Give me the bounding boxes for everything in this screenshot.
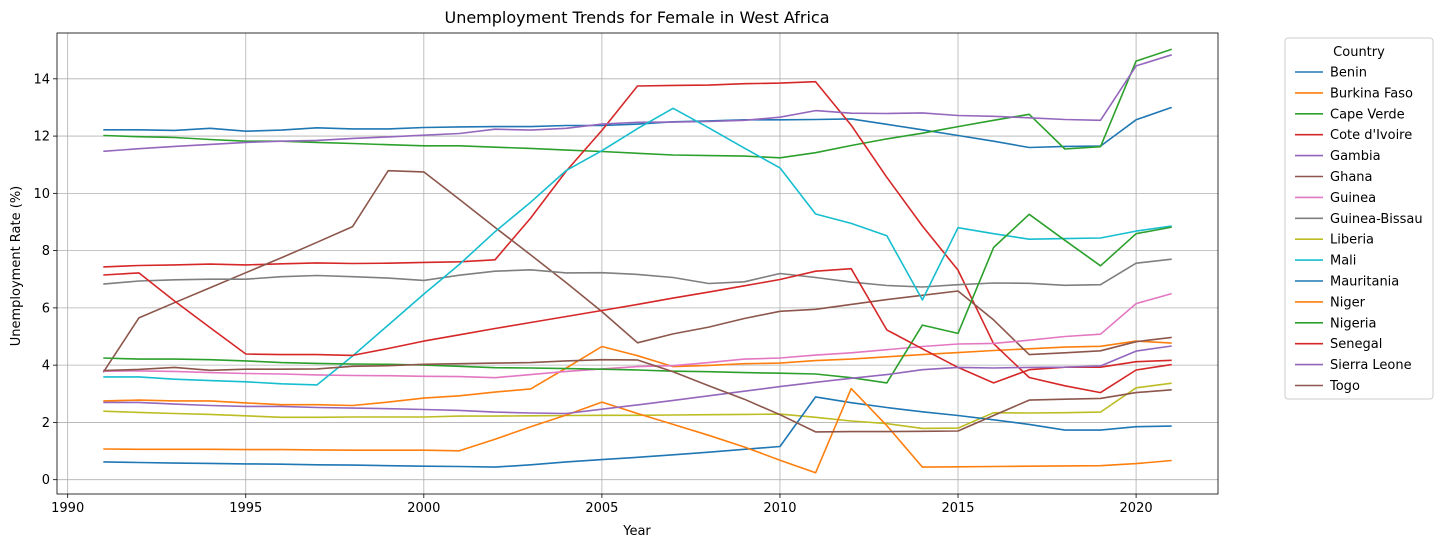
legend-label: Guinea-Bissau — [1330, 212, 1423, 227]
grid — [57, 33, 1218, 494]
series-line-gambia — [103, 54, 1172, 153]
x-tick-label: 2005 — [585, 501, 618, 516]
legend-entry: Mauritania — [1295, 275, 1399, 290]
series-line-ghana — [102, 169, 1172, 373]
legend-label: Ghana — [1330, 170, 1373, 185]
x-tick-label: 1995 — [229, 501, 262, 516]
legend-label: Senegal — [1330, 337, 1382, 352]
y-tick-label: 12 — [33, 130, 50, 145]
legend-entry: Senegal — [1295, 337, 1382, 352]
legend-label: Mali — [1330, 254, 1356, 269]
legend-items: Benin Burkina Faso Cape Verde Cote d'Ivoire… — [1295, 66, 1423, 394]
legend-label: Togo — [1329, 379, 1360, 394]
x-tick-label: 2020 — [1120, 501, 1153, 516]
legend-entry: Liberia — [1295, 233, 1374, 248]
legend-entry: Sierra Leone — [1295, 358, 1412, 373]
legend-entry: Guinea-Bissau — [1295, 212, 1423, 227]
y-tick-label: 6 — [42, 301, 50, 316]
legend-entry: Cote d'Ivoire — [1295, 128, 1412, 143]
legend-label: Gambia — [1330, 149, 1381, 164]
plot-frame — [56, 32, 1219, 495]
legend-label: Cote d'Ivoire — [1330, 128, 1412, 143]
legend-label: Mauritania — [1330, 275, 1399, 290]
chart-title: Unemployment Trends for Female in West A… — [444, 8, 829, 27]
legend-entry: Guinea — [1295, 191, 1376, 206]
y-tick-label: 2 — [42, 416, 50, 431]
series-line-benin — [103, 106, 1172, 149]
legend-label: Liberia — [1330, 233, 1374, 248]
legend-entry: Gambia — [1295, 149, 1381, 164]
legend-entry: Nigeria — [1295, 316, 1377, 331]
legend-title: Country — [1333, 45, 1385, 60]
legend-label: Sierra Leone — [1330, 358, 1412, 373]
legend-label: Guinea — [1330, 191, 1376, 206]
legend-entry: Benin — [1295, 66, 1367, 81]
x-axis: 1990 1995 2000 2005 2010 2015 2020 — [51, 494, 1153, 516]
series-line-senegal — [103, 267, 1172, 384]
legend: Country Benin Burkina Faso Cape Verde Cote … — [1284, 37, 1434, 400]
y-tick-label: 0 — [42, 473, 50, 488]
legend-entry: Burkina Faso — [1295, 86, 1413, 101]
legend-entry: Togo — [1295, 379, 1360, 394]
series-line-guinea-bissau — [103, 258, 1172, 288]
series-line-mauritania — [103, 396, 1172, 468]
y-tick-label: 14 — [33, 72, 50, 87]
legend-box — [1284, 37, 1434, 400]
y-axis-label: Unemployment Rate (%) — [9, 186, 24, 347]
series-line-togo — [103, 358, 1172, 433]
legend-entry: Cape Verde — [1295, 107, 1405, 122]
x-tick-label: 1990 — [51, 501, 84, 516]
legend-entry: Niger — [1295, 295, 1366, 310]
y-tick-label: 4 — [42, 359, 50, 374]
series-line-niger — [103, 387, 1172, 474]
legend-label: Benin — [1330, 66, 1367, 81]
legend-entry: Ghana — [1295, 170, 1373, 185]
legend-label: Nigeria — [1330, 316, 1377, 331]
data-lines — [102, 48, 1172, 474]
y-axis: 0 2 4 6 8 10 12 14 — [33, 72, 57, 488]
legend-label: Burkina Faso — [1330, 86, 1413, 101]
series-line-burkina-faso — [103, 340, 1172, 407]
series-line-liberia — [103, 382, 1172, 430]
legend-label: Niger — [1330, 295, 1366, 310]
y-tick-label: 10 — [33, 187, 50, 202]
x-axis-label: Year — [622, 524, 651, 539]
x-tick-label: 2010 — [763, 501, 796, 516]
legend-label: Cape Verde — [1330, 107, 1405, 122]
series-line-mali — [103, 107, 1172, 386]
legend-entry: Mali — [1295, 254, 1356, 269]
y-tick-label: 8 — [42, 244, 50, 259]
series-line-nigeria — [103, 213, 1172, 384]
series-line-sierra-leone — [103, 345, 1172, 415]
x-tick-label: 2015 — [941, 501, 974, 516]
series-line-guinea — [103, 292, 1172, 379]
x-tick-label: 2000 — [407, 501, 440, 516]
